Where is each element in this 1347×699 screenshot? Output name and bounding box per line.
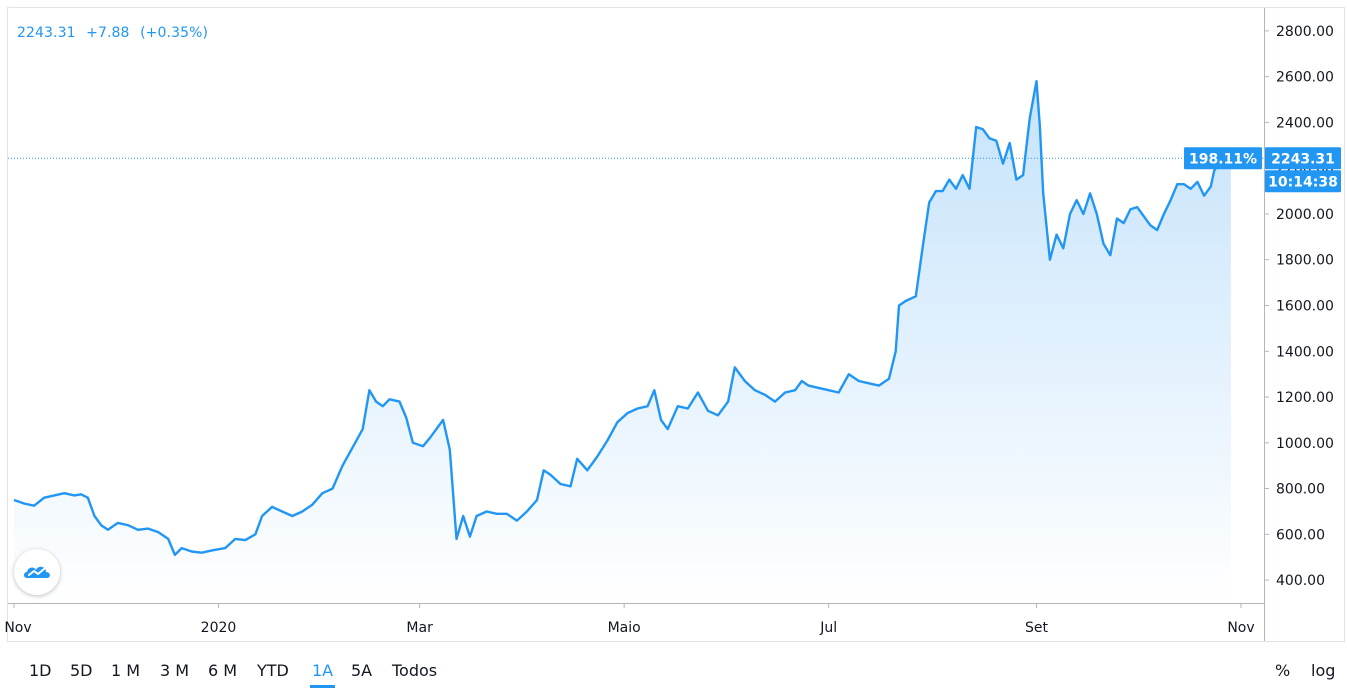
y-tick-label: 1200.00 <box>1276 390 1334 406</box>
range-button-3m[interactable]: 3 M <box>160 661 190 680</box>
range-toolbar: 1D 5D 1 M 3 M 6 M YTD 1A 5A Todos % log <box>0 645 1347 699</box>
range-button-5d[interactable]: 5D <box>70 661 93 680</box>
y-tick-label: 1800.00 <box>1276 253 1334 269</box>
plot-frame <box>7 7 1345 642</box>
y-tick-label: 1400.00 <box>1276 344 1334 360</box>
price-header: 2243.31 +7.88 (+0.35%) <box>17 25 214 41</box>
header-change: +7.88 <box>86 25 130 41</box>
range-button-1m[interactable]: 1 M <box>111 661 141 680</box>
x-tick-label: Maio <box>608 620 641 636</box>
range-button-todos[interactable]: Todos <box>392 661 438 680</box>
header-change-pct: (+0.35%) <box>140 25 209 41</box>
y-tick-label: 1000.00 <box>1276 436 1334 452</box>
x-tick-label: Nov <box>4 620 31 636</box>
tradingview-logo[interactable] <box>14 549 60 595</box>
y-tick-label: 2800.00 <box>1276 24 1334 40</box>
x-tick-label: Nov <box>1227 620 1254 636</box>
range-button-1a[interactable]: 1A <box>310 661 336 688</box>
x-tick-label: Jul <box>819 620 837 636</box>
y-tick-label: 2600.00 <box>1276 70 1334 86</box>
price-line <box>13 80 1232 557</box>
last-price-label-bg <box>1265 147 1341 170</box>
range-button-1d[interactable]: 1D <box>29 661 52 680</box>
y-tick-label: 1600.00 <box>1276 299 1334 315</box>
x-tick-label: Set <box>1025 620 1049 636</box>
last-price-label: 2243.31 <box>1271 151 1335 167</box>
percent-change-label-bg <box>1184 147 1262 170</box>
x-tick-label: Mar <box>406 620 433 636</box>
header-price: 2243.31 <box>17 25 76 41</box>
price-chart[interactable]: 400.00 600.00 800.00 1000.00 1200.00 1400.00 1… <box>0 0 1347 645</box>
price-area <box>14 81 1231 603</box>
range-button-ytd[interactable]: YTD <box>257 661 289 680</box>
x-tick-label: 2020 <box>201 620 237 636</box>
y-tick-label: 600.00 <box>1276 527 1325 543</box>
price-axis[interactable]: 400.00 600.00 800.00 1000.00 1200.00 1400.00 1… <box>1264 24 1334 589</box>
countdown-label-bg <box>1265 170 1341 193</box>
range-button-6m[interactable]: 6 M <box>208 661 238 680</box>
y-tick-label: 2400.00 <box>1276 115 1334 131</box>
y-tick-label: 800.00 <box>1276 482 1325 498</box>
percent-change-label: 198.11% <box>1189 151 1257 167</box>
y-tick-label: 2000.00 <box>1276 207 1334 223</box>
countdown-label: 10:14:38 <box>1268 174 1338 190</box>
percent-toggle[interactable]: % <box>1275 661 1291 680</box>
log-toggle[interactable]: log <box>1311 661 1336 680</box>
cloud-chart-icon <box>24 566 50 578</box>
time-axis[interactable]: Nov 2020 Mar Maio Jul Set Nov <box>4 603 1255 636</box>
range-button-5a[interactable]: 5A <box>351 661 373 680</box>
y-tick-label: 400.00 <box>1276 573 1325 589</box>
